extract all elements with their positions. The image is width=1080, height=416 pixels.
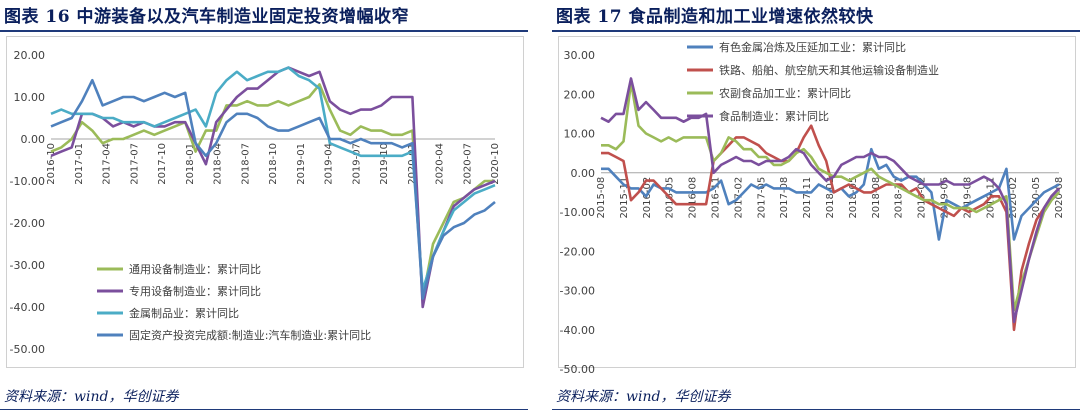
x-tick-label: 2020-08 <box>1054 177 1065 219</box>
y-tick-label: 10.00 <box>564 128 596 141</box>
bottom-rule <box>552 409 1080 410</box>
x-tick-label: 2018-08 <box>871 177 882 219</box>
legend-label: 专用设备制造业：累计同比 <box>129 284 261 298</box>
y-tick-label: -30.00 <box>560 285 595 298</box>
bottom-rule <box>0 409 528 410</box>
y-tick-label: 20.00 <box>564 88 596 101</box>
x-tick-label: 2018-04 <box>213 143 224 185</box>
y-tick-label: 30.00 <box>564 49 596 62</box>
x-tick-label: 2016-02 <box>642 177 653 219</box>
chart-title: 图表 16 中游装备以及汽车制造业固定投资增幅收窄 <box>4 7 409 27</box>
line-chart-17: 30.00 20.00 10.00 0.00 -10.00 -20.00 -30.00 -40… <box>560 40 1065 376</box>
series-line <box>601 81 1060 312</box>
chart-frame: 30.00 20.00 10.00 0.00 -10.00 -20.00 -30.00 -40… <box>558 36 1076 376</box>
y-tick-label: -40.00 <box>10 301 45 314</box>
series-line <box>601 147 1060 241</box>
x-tick-label: 2017-10 <box>157 143 168 185</box>
y-tick-label: -10.00 <box>560 206 595 219</box>
x-tick-label: 2016-10 <box>46 143 57 185</box>
title-rule <box>0 30 528 32</box>
legend-label: 食品制造业：累计同比 <box>719 109 829 123</box>
y-tick-label: 0.00 <box>21 133 46 146</box>
series-line <box>50 83 495 300</box>
y-tick-label: -10.00 <box>10 175 45 188</box>
x-tick-label: 2019-05 <box>940 177 951 219</box>
x-tick-label: 2019-01 <box>296 143 307 185</box>
y-tick-label: -50.00 <box>560 363 595 376</box>
legend-label: 农副食品加工业：累计同比 <box>719 86 851 100</box>
x-tick-label: 2019-08 <box>962 177 973 219</box>
x-tick-label: 2015-08 <box>596 177 607 219</box>
x-tick-label: 2018-11 <box>894 177 905 219</box>
y-tick-label: 20.00 <box>14 49 46 62</box>
legend-label: 铁路、船舶、航空航天和其他运输设备制造业 <box>719 63 939 77</box>
x-tick-label: 2020-07 <box>462 143 473 185</box>
y-tick-label: -20.00 <box>560 245 595 258</box>
x-tick-label: 2017-11 <box>802 177 813 219</box>
x-tick-label: 2017-08 <box>779 177 790 219</box>
x-tick-label: 2020-02 <box>1008 177 1019 219</box>
chart-title: 图表 17 食品制造和加工业增速依然较快 <box>556 7 874 27</box>
legend-label: 有色金属冶炼及压延加工业：累计同比 <box>719 40 906 54</box>
x-tick-label: 2019-10 <box>379 143 390 185</box>
legend-label: 金属制品业：累计同比 <box>129 306 239 320</box>
line-chart-16: 20.00 10.00 0.00 -10.00 -20.00 -30.00 -40.00 -5… <box>10 49 501 356</box>
legend-label: 固定资产投资完成额:制造业:汽车制造业:累计同比 <box>129 328 371 342</box>
series-line <box>600 77 1060 324</box>
chart-frame: 20.00 10.00 0.00 -10.00 -20.00 -30.00 -40.00 -5… <box>6 36 524 368</box>
x-tick-label: 2017-01 <box>74 143 85 185</box>
x-tick-label: 2020-05 <box>1031 177 1042 219</box>
source-note: 资料来源：wind，华创证券 <box>4 389 179 405</box>
series-line <box>50 78 496 300</box>
y-tick-label: -20.00 <box>10 217 45 230</box>
x-tick-label: 2016-08 <box>688 177 699 219</box>
series-line <box>601 124 1060 332</box>
y-tick-label: -50.00 <box>10 343 45 356</box>
source-note: 资料来源：wind，华创证券 <box>556 389 731 405</box>
y-tick-label: 10.00 <box>14 91 46 104</box>
x-tick-label: 2019-04 <box>324 143 335 185</box>
y-tick-label: -40.00 <box>560 324 595 337</box>
y-tick-label: 0.00 <box>571 167 596 180</box>
legend-label: 通用设备制造业：累计同比 <box>129 262 261 276</box>
x-tick-label: 2020-04 <box>435 143 446 185</box>
x-tick-label: 2018-07 <box>240 143 251 185</box>
x-tick-label: 2017-04 <box>102 143 113 185</box>
x-tick-label: 2018-02 <box>825 177 836 219</box>
x-tick-label: 2015-11 <box>619 177 630 219</box>
x-tick-label: 2017-05 <box>756 177 767 219</box>
title-rule <box>552 30 1080 32</box>
x-tick-label: 2018-01 <box>185 143 196 185</box>
x-tick-label: 2016-11 <box>711 177 722 219</box>
x-tick-label: 2017-07 <box>129 143 140 185</box>
x-tick-label: 2019-07 <box>351 143 362 185</box>
x-tick-label: 2018-05 <box>848 177 859 219</box>
y-tick-label: -30.00 <box>10 259 45 272</box>
x-tick-label: 2018-10 <box>268 143 279 185</box>
x-tick-label: 2020-10 <box>490 143 501 185</box>
